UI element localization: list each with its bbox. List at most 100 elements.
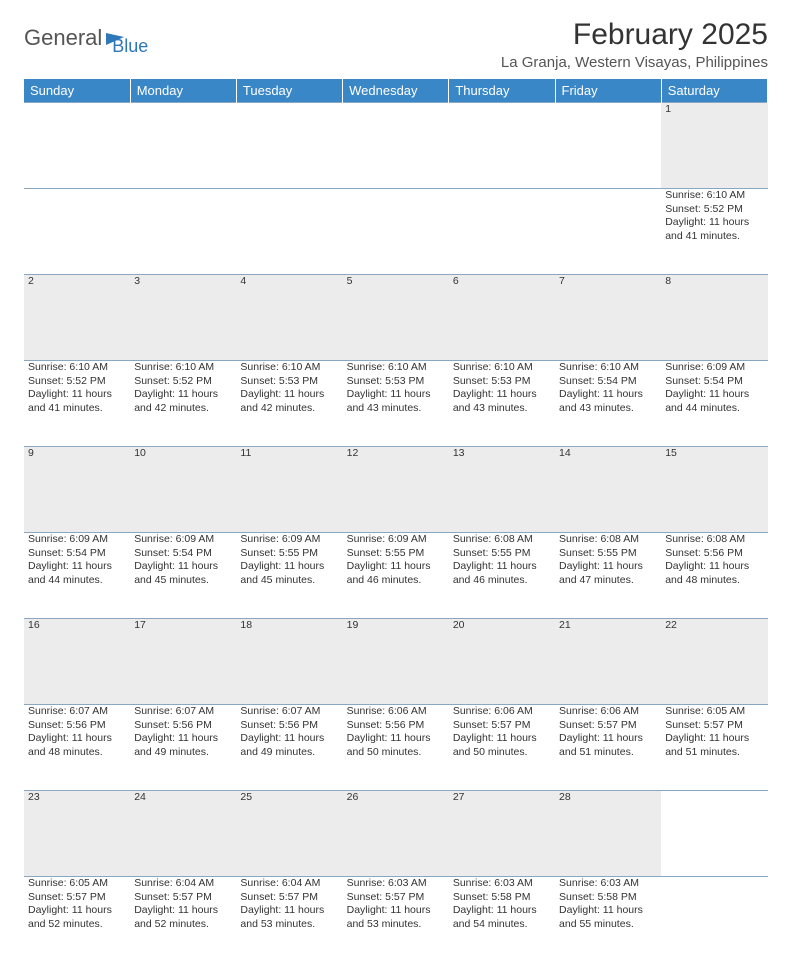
day-cell — [343, 189, 449, 275]
day-cell: Sunrise: 6:08 AMSunset: 5:55 PMDaylight:… — [555, 533, 661, 619]
sunrise-line: Sunrise: 6:07 AM — [134, 705, 232, 719]
day-info-row: Sunrise: 6:09 AMSunset: 5:54 PMDaylight:… — [24, 533, 768, 619]
day-cell: Sunrise: 6:03 AMSunset: 5:57 PMDaylight:… — [343, 877, 449, 963]
day-cell: Sunrise: 6:06 AMSunset: 5:57 PMDaylight:… — [555, 705, 661, 791]
day-cell: Sunrise: 6:07 AMSunset: 5:56 PMDaylight:… — [24, 705, 130, 791]
day-number: 12 — [343, 447, 449, 533]
sunrise-line: Sunrise: 6:09 AM — [665, 361, 763, 375]
daylight-line: Daylight: 11 hours and 48 minutes. — [665, 560, 763, 587]
sunset-line: Sunset: 5:52 PM — [134, 375, 232, 389]
day-number: 10 — [130, 447, 236, 533]
day-cell: Sunrise: 6:08 AMSunset: 5:55 PMDaylight:… — [449, 533, 555, 619]
day-number: 14 — [555, 447, 661, 533]
day-number — [555, 103, 661, 189]
day-number — [130, 103, 236, 189]
day-cell: Sunrise: 6:10 AMSunset: 5:54 PMDaylight:… — [555, 361, 661, 447]
daylight-line: Daylight: 11 hours and 42 minutes. — [240, 388, 338, 415]
day-cell: Sunrise: 6:06 AMSunset: 5:57 PMDaylight:… — [449, 705, 555, 791]
sunrise-line: Sunrise: 6:09 AM — [347, 533, 445, 547]
day-cell: Sunrise: 6:09 AMSunset: 5:55 PMDaylight:… — [236, 533, 342, 619]
weekday-header: Monday — [130, 79, 236, 103]
daylight-line: Daylight: 11 hours and 44 minutes. — [665, 388, 763, 415]
daylight-line: Daylight: 11 hours and 52 minutes. — [134, 904, 232, 931]
sunset-line: Sunset: 5:54 PM — [559, 375, 657, 389]
day-number: 6 — [449, 275, 555, 361]
day-number: 16 — [24, 619, 130, 705]
daylight-line: Daylight: 11 hours and 41 minutes. — [665, 216, 763, 243]
day-info-row: Sunrise: 6:07 AMSunset: 5:56 PMDaylight:… — [24, 705, 768, 791]
day-number: 19 — [343, 619, 449, 705]
day-cell: Sunrise: 6:10 AMSunset: 5:52 PMDaylight:… — [130, 361, 236, 447]
sunrise-line: Sunrise: 6:10 AM — [665, 189, 763, 203]
day-number — [449, 103, 555, 189]
daylight-line: Daylight: 11 hours and 45 minutes. — [240, 560, 338, 587]
sunset-line: Sunset: 5:55 PM — [453, 547, 551, 561]
day-number: 11 — [236, 447, 342, 533]
day-cell: Sunrise: 6:05 AMSunset: 5:57 PMDaylight:… — [661, 705, 767, 791]
day-cell: Sunrise: 6:09 AMSunset: 5:54 PMDaylight:… — [24, 533, 130, 619]
day-cell: Sunrise: 6:05 AMSunset: 5:57 PMDaylight:… — [24, 877, 130, 963]
calendar-table: Sunday Monday Tuesday Wednesday Thursday… — [24, 79, 768, 963]
day-number — [236, 103, 342, 189]
sunrise-line: Sunrise: 6:07 AM — [28, 705, 126, 719]
day-info-row: Sunrise: 6:10 AM Sunset: 5:52 PM Daylight:… — [24, 361, 768, 447]
daylight-line: Daylight: 11 hours and 45 minutes. — [134, 560, 232, 587]
day-number: 23 — [24, 791, 130, 877]
day-number: 9 — [24, 447, 130, 533]
day-number: 1 — [661, 103, 767, 189]
daylight-line: Daylight: 11 hours and 49 minutes. — [240, 732, 338, 759]
daylight-line: Daylight: 11 hours and 53 minutes. — [347, 904, 445, 931]
sunrise-line: Sunrise: 6:07 AM — [240, 705, 338, 719]
daylight-line: Daylight: 11 hours and 50 minutes. — [347, 732, 445, 759]
day-cell: Sunrise: 6:08 AMSunset: 5:56 PMDaylight:… — [661, 533, 767, 619]
day-cell: Sunrise: 6:03 AMSunset: 5:58 PMDaylight:… — [555, 877, 661, 963]
daylight-line: Daylight: 11 hours and 54 minutes. — [453, 904, 551, 931]
location: La Granja, Western Visayas, Philippines — [501, 54, 768, 71]
sunrise-line: Sunrise: 6:08 AM — [559, 533, 657, 547]
day-cell — [24, 189, 130, 275]
day-number: 24 — [130, 791, 236, 877]
logo-text-general: General — [24, 25, 102, 51]
sunset-line: Sunset: 5:54 PM — [28, 547, 126, 561]
sunset-line: Sunset: 5:57 PM — [453, 719, 551, 733]
sunset-line: Sunset: 5:55 PM — [240, 547, 338, 561]
day-number: 25 — [236, 791, 342, 877]
daylight-line: Daylight: 11 hours and 48 minutes. — [28, 732, 126, 759]
day-cell: Sunrise: 6:10 AMSunset: 5:52 PMDaylight:… — [661, 189, 767, 275]
daylight-line: Daylight: 11 hours and 51 minutes. — [665, 732, 763, 759]
weekday-header: Tuesday — [236, 79, 342, 103]
sunset-line: Sunset: 5:56 PM — [240, 719, 338, 733]
weekday-header: Friday — [555, 79, 661, 103]
day-number: 18 — [236, 619, 342, 705]
day-number: 28 — [555, 791, 661, 877]
daylight-line: Daylight: 11 hours and 47 minutes. — [559, 560, 657, 587]
day-cell: Sunrise: 6:04 AMSunset: 5:57 PMDaylight:… — [236, 877, 342, 963]
daylight-line: Daylight: 11 hours and 43 minutes. — [453, 388, 551, 415]
daylight-line: Daylight: 11 hours and 53 minutes. — [240, 904, 338, 931]
daylight-line: Daylight: 11 hours and 43 minutes. — [347, 388, 445, 415]
day-cell — [236, 189, 342, 275]
day-number — [343, 103, 449, 189]
sunset-line: Sunset: 5:54 PM — [134, 547, 232, 561]
day-number-row: 232425262728 — [24, 791, 768, 877]
sunrise-line: Sunrise: 6:04 AM — [134, 877, 232, 891]
sunrise-line: Sunrise: 6:10 AM — [453, 361, 551, 375]
day-cell — [555, 189, 661, 275]
sunset-line: Sunset: 5:53 PM — [453, 375, 551, 389]
sunrise-line: Sunrise: 6:09 AM — [240, 533, 338, 547]
weekday-header-row: Sunday Monday Tuesday Wednesday Thursday… — [24, 79, 768, 103]
sunset-line: Sunset: 5:55 PM — [559, 547, 657, 561]
day-number-row: 2345678 — [24, 275, 768, 361]
sunset-line: Sunset: 5:53 PM — [347, 375, 445, 389]
daylight-line: Daylight: 11 hours and 50 minutes. — [453, 732, 551, 759]
weekday-header: Wednesday — [343, 79, 449, 103]
day-number-row: 9101112131415 — [24, 447, 768, 533]
daylight-line: Daylight: 11 hours and 51 minutes. — [559, 732, 657, 759]
weekday-header: Saturday — [661, 79, 767, 103]
sunset-line: Sunset: 5:56 PM — [665, 547, 763, 561]
sunset-line: Sunset: 5:54 PM — [665, 375, 763, 389]
sunrise-line: Sunrise: 6:05 AM — [665, 705, 763, 719]
sunset-line: Sunset: 5:58 PM — [453, 891, 551, 905]
weekday-header: Sunday — [24, 79, 130, 103]
daylight-line: Daylight: 11 hours and 41 minutes. — [28, 388, 126, 415]
